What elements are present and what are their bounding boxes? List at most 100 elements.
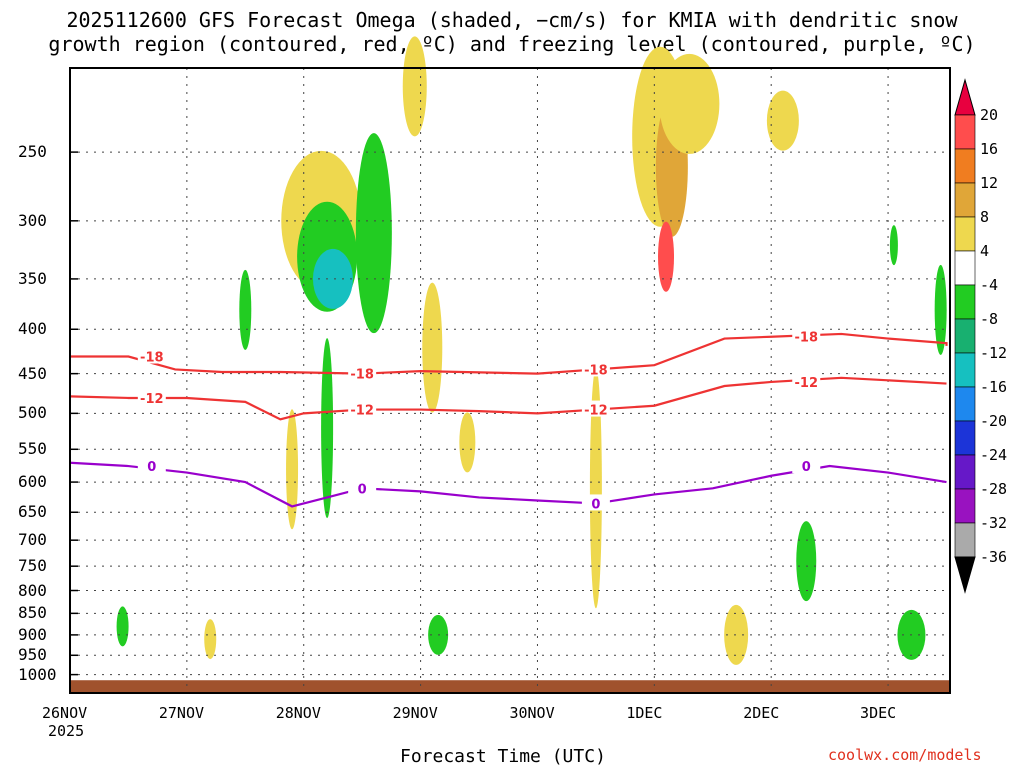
contour-2	[69, 461, 947, 508]
x-tick-label-0: 26NOV	[42, 704, 88, 722]
contour-0	[70, 332, 948, 375]
grid-lines	[69, 68, 950, 693]
colorbar-swatch-7	[954, 318, 976, 354]
colorbar-swatch-2	[954, 148, 976, 184]
y-tick-label-10: 750	[18, 556, 47, 576]
y-tick-label-15: 1000	[18, 664, 57, 684]
y-tick-label-4: 450	[18, 363, 47, 383]
contour-label-0-1: -18	[350, 368, 374, 383]
y-tick-label-6: 550	[18, 439, 47, 459]
colorbar-tick-label-0: 20	[980, 106, 999, 124]
colorbar-tick-label-5: -4	[980, 276, 999, 294]
omega-cell-13	[204, 619, 217, 660]
contour-label-1-0: -12	[140, 392, 164, 407]
colorbar-swatch-1	[954, 114, 976, 150]
colorbar-tick-label-3: 8	[980, 208, 990, 226]
omega-cell-19	[724, 604, 749, 665]
colorbar-tick-label-2: 12	[980, 174, 999, 192]
colorbar-swatch-8	[954, 352, 976, 388]
omega-cell-4	[402, 36, 427, 137]
contour-lines: -18 -18 -18 -18 -12 -12 -12 -12 0 0 0 0	[69, 327, 948, 512]
omega-cell-3	[355, 133, 392, 334]
y-tick-label-5: 500	[18, 403, 47, 423]
omega-cell-5	[422, 282, 443, 413]
omega-cell-2	[312, 248, 353, 309]
omega-cell-8	[658, 221, 675, 292]
colorbar-tick-label-4: 4	[980, 242, 990, 260]
colorbar	[954, 78, 976, 594]
colorbar-swatch-6	[954, 284, 976, 320]
x-tick-label-4: 30NOV	[509, 704, 555, 722]
contour-label-2-3: 0	[802, 460, 811, 475]
contour-label-bg-0-2	[581, 360, 610, 377]
contour-label-bg-2-0	[137, 457, 166, 474]
contour-label-bg-2-3	[792, 457, 821, 474]
y-tick-label-0: 250	[18, 142, 47, 162]
colorbar-swatch-5	[954, 250, 976, 286]
credit-link[interactable]: coolwx.com/models	[828, 746, 982, 764]
omega-cell-11	[239, 269, 252, 350]
omega-cell-20	[459, 412, 476, 473]
chart-title-line2: growth region (contoured, red, ºC) and f…	[48, 32, 976, 56]
colorbar-tick-label-7: -12	[980, 344, 1008, 362]
y-tick-label-7: 600	[18, 472, 47, 492]
colorbar-bottom-arrow	[954, 556, 976, 594]
omega-cell-10	[766, 90, 799, 151]
year-label: 2025	[48, 722, 85, 740]
contour-label-bg-1-2	[581, 400, 610, 417]
colorbar-tick-label-9: -20	[980, 412, 1008, 430]
y-tick-label-14: 950	[18, 645, 47, 665]
colorbar-tick-label-10: -24	[980, 446, 1008, 464]
contour-label-0-2: -18	[584, 363, 608, 378]
contour-label-bg-2-1	[348, 479, 377, 496]
colorbar-swatch-10	[954, 420, 976, 456]
colorbar-tick-label-6: -8	[980, 310, 999, 328]
chart-title-line1: 2025112600 GFS Forecast Omega (shaded, −…	[66, 8, 958, 32]
x-tick-label-7: 3DEC	[860, 704, 897, 722]
contour-label-1-1: -12	[350, 404, 374, 419]
colorbar-tick-label-1: 16	[980, 140, 999, 158]
colorbar-swatch-13	[954, 522, 976, 558]
contour-label-0-0: -18	[140, 351, 164, 366]
omega-cell-17	[589, 368, 602, 609]
contour-label-bg-1-3	[792, 372, 821, 389]
y-tick-label-8: 650	[18, 502, 47, 522]
x-tick-label-3: 29NOV	[392, 704, 438, 722]
colorbar-swatch-12	[954, 488, 976, 524]
ground-strip	[70, 680, 950, 693]
contour-label-bg-1-1	[348, 400, 377, 417]
contour-label-bg-1-0	[137, 388, 166, 405]
y-tick-label-2: 350	[18, 268, 47, 288]
contour-label-bg-2-2	[581, 494, 610, 511]
x-tick-label-5: 1DEC	[626, 704, 663, 722]
y-tick-label-12: 850	[18, 603, 47, 623]
y-tick-label-11: 800	[18, 580, 47, 600]
x-tick-label-6: 2DEC	[743, 704, 780, 722]
omega-cell-23	[934, 264, 947, 355]
omega-cell-12	[116, 606, 129, 647]
omega-cell-9	[659, 53, 720, 154]
contour-label-2-2: 0	[591, 497, 600, 512]
contour-label-1-2: -12	[584, 404, 608, 419]
contour-label-bg-0-1	[348, 364, 377, 381]
y-tick-label-3: 400	[18, 319, 47, 339]
x-tick-label-1: 27NOV	[158, 704, 205, 722]
colorbar-tick-label-13: -36	[980, 548, 1008, 566]
y-tick-label-9: 700	[18, 530, 47, 550]
y-tick-label-13: 900	[18, 624, 47, 644]
contour-label-2-0: 0	[147, 460, 156, 475]
omega-cell-22	[889, 225, 898, 266]
contour-label-0-3: -18	[795, 331, 819, 346]
x-tick-label-2: 28NOV	[275, 704, 321, 722]
omega-shading	[70, 36, 950, 693]
contour-label-2-1: 0	[358, 482, 367, 497]
colorbar-tick-label-12: -32	[980, 514, 1008, 532]
omega-cell-18	[321, 338, 334, 519]
colorbar-swatch-9	[954, 386, 976, 422]
omega-cell-21	[286, 409, 299, 530]
plot-frame	[69, 67, 951, 694]
colorbar-tick-label-8: -16	[980, 378, 1008, 396]
colorbar-tick-label-11: -28	[980, 480, 1008, 498]
